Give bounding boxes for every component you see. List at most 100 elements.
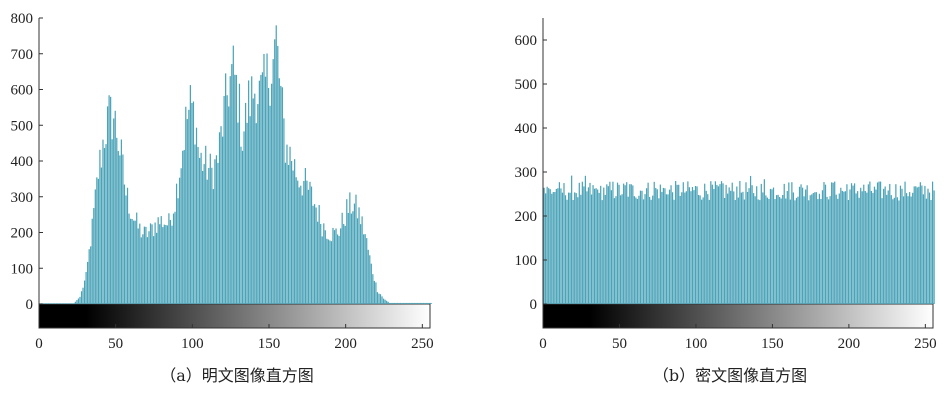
histogram-bar — [723, 197, 726, 304]
histogram-bar — [146, 237, 149, 304]
histogram-bar — [208, 167, 210, 304]
histogram-bar — [64, 303, 66, 304]
histogram-bar — [577, 197, 579, 304]
histogram-bar — [768, 198, 770, 304]
histogram-bar — [62, 303, 64, 304]
histogram-bar — [174, 211, 176, 304]
histogram-bar — [789, 199, 791, 304]
histogram-bar — [295, 177, 297, 304]
histogram-bar — [881, 198, 883, 304]
histogram-bar — [835, 194, 837, 304]
histogram-bar — [306, 180, 308, 304]
histogram-bar — [694, 186, 697, 304]
histogram-bar — [641, 190, 643, 304]
histogram-bar — [798, 186, 801, 304]
histogram-bar — [240, 146, 242, 304]
histogram-bar — [125, 195, 127, 304]
histogram-bar — [780, 198, 782, 304]
histogram-bar — [805, 189, 807, 304]
histogram-bar — [746, 191, 749, 304]
x-tick-label: 150 — [761, 336, 784, 352]
histogram-bar — [783, 183, 785, 304]
histogram-bar — [864, 191, 866, 304]
histogram-bar — [346, 199, 348, 304]
histogram-bar — [659, 184, 661, 304]
histogram-bar — [720, 181, 723, 304]
y-tick-label: 400 — [515, 121, 538, 137]
histogram-bar — [656, 189, 658, 304]
histogram-bar — [710, 181, 712, 304]
histogram-bar — [159, 224, 161, 304]
histogram-bar — [189, 85, 191, 304]
histogram-bar — [610, 190, 613, 304]
histogram-bar — [820, 198, 822, 304]
histogram-bar — [924, 185, 926, 304]
histogram-bar — [774, 199, 776, 304]
histogram-bar — [743, 199, 746, 304]
histogram-bar — [50, 303, 52, 304]
x-tick-label: 0 — [539, 336, 547, 352]
histogram-bar — [359, 224, 362, 304]
histogram-bar — [396, 302, 398, 304]
histogram-bar — [834, 181, 836, 304]
histogram-bar — [225, 73, 227, 304]
histogram-bar — [600, 185, 602, 304]
histogram-bar — [879, 181, 882, 304]
histogram-bar — [143, 226, 145, 304]
histogram-bar — [581, 181, 583, 304]
histogram-bar — [122, 154, 124, 304]
y-tick-label: 600 — [515, 33, 538, 49]
histogram-bar — [188, 109, 190, 304]
histogram-bar — [108, 95, 110, 305]
histogram-bar — [887, 190, 889, 304]
histogram-bar — [704, 183, 706, 304]
histogram-bar — [407, 302, 409, 304]
histogram-bar — [370, 263, 372, 304]
histogram-bar — [916, 187, 918, 304]
histogram-bar — [228, 106, 230, 305]
histogram-bar — [590, 194, 593, 304]
histogram-bar — [824, 184, 827, 304]
histogram-bar — [263, 53, 265, 305]
histogram-bar — [114, 110, 116, 304]
histogram-bar — [387, 301, 389, 304]
histogram-bar — [160, 216, 162, 304]
histogram-bar — [889, 183, 891, 304]
histogram-bar — [753, 193, 755, 304]
histogram-bar — [324, 230, 326, 304]
histogram-bar — [180, 168, 182, 304]
histogram-bar — [68, 303, 70, 304]
histogram-bar — [668, 189, 671, 304]
histogram-bar — [428, 302, 431, 304]
histogram-bar — [430, 302, 432, 304]
histogram-bar — [549, 189, 551, 304]
y-tick-label: 800 — [11, 11, 34, 27]
histogram-bar — [93, 208, 95, 304]
histogram-bar — [782, 194, 784, 304]
histogram-bar — [560, 188, 562, 304]
histogram-bar — [564, 195, 567, 304]
histogram-bar — [286, 144, 288, 304]
histogram-bar — [876, 182, 879, 304]
histogram-bar — [645, 188, 648, 304]
histogram-bar — [195, 127, 198, 305]
histogram-bar — [821, 190, 824, 304]
histogram-bar — [670, 185, 672, 304]
histogram-bar — [171, 225, 173, 304]
histogram-bar — [280, 85, 282, 304]
histogram-bar — [554, 192, 556, 304]
histogram-bar — [48, 303, 50, 304]
histogram-bar — [895, 184, 897, 304]
histogram-bar — [390, 302, 392, 304]
histogram-bar — [756, 186, 758, 304]
histogram-bar — [47, 303, 49, 304]
histogram-bar — [332, 227, 334, 304]
histogram-bar — [320, 223, 322, 304]
histogram-bar — [760, 183, 762, 304]
histogram-bar — [909, 192, 911, 304]
grayscale-colorbar — [38, 303, 431, 329]
histogram-bar — [633, 196, 635, 304]
histogram-bar — [636, 198, 639, 304]
histogram-bar — [907, 196, 909, 304]
